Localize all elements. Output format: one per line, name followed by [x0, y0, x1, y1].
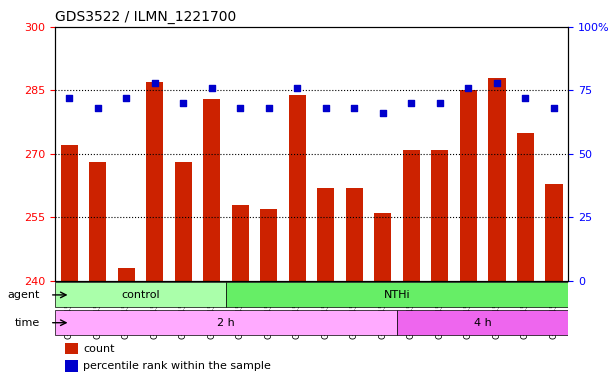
FancyBboxPatch shape — [226, 282, 568, 308]
Bar — [346, 188, 363, 281]
Bar — [118, 268, 135, 281]
Point — [122, 95, 131, 101]
Bar — [317, 188, 334, 281]
Point — [178, 100, 188, 106]
Bar — [65, 343, 78, 354]
Point — [435, 100, 445, 106]
Bar — [60, 146, 78, 281]
Point — [492, 80, 502, 86]
Text: GDS3522 / ILMN_1221700: GDS3522 / ILMN_1221700 — [55, 10, 236, 25]
Text: agent: agent — [7, 290, 40, 300]
Bar — [431, 150, 448, 281]
Bar — [89, 162, 106, 281]
FancyBboxPatch shape — [397, 310, 568, 335]
Text: control: control — [121, 290, 160, 300]
Text: 4 h: 4 h — [474, 318, 492, 328]
Bar — [146, 82, 163, 281]
Text: count: count — [83, 344, 115, 354]
Bar — [546, 184, 563, 281]
Point — [150, 80, 159, 86]
Bar — [517, 133, 534, 281]
Bar — [65, 361, 78, 372]
FancyBboxPatch shape — [55, 282, 226, 308]
Point — [464, 85, 474, 91]
FancyBboxPatch shape — [55, 310, 397, 335]
Text: NTHi: NTHi — [384, 290, 411, 300]
Point — [293, 85, 302, 91]
Bar — [460, 90, 477, 281]
Point — [64, 95, 74, 101]
Point — [264, 105, 274, 111]
Point — [93, 105, 103, 111]
Point — [549, 105, 559, 111]
Point — [349, 105, 359, 111]
Bar — [375, 213, 392, 281]
Point — [378, 110, 388, 116]
Point — [235, 105, 245, 111]
Bar — [175, 162, 192, 281]
Text: time: time — [14, 318, 40, 328]
Point — [521, 95, 530, 101]
Bar — [232, 205, 249, 281]
Point — [207, 85, 217, 91]
Bar — [403, 150, 420, 281]
Bar — [203, 99, 221, 281]
Bar — [289, 94, 306, 281]
Text: 2 h: 2 h — [217, 318, 235, 328]
Bar — [260, 209, 277, 281]
Point — [321, 105, 331, 111]
Point — [406, 100, 416, 106]
Text: percentile rank within the sample: percentile rank within the sample — [83, 361, 271, 371]
Bar — [488, 78, 505, 281]
